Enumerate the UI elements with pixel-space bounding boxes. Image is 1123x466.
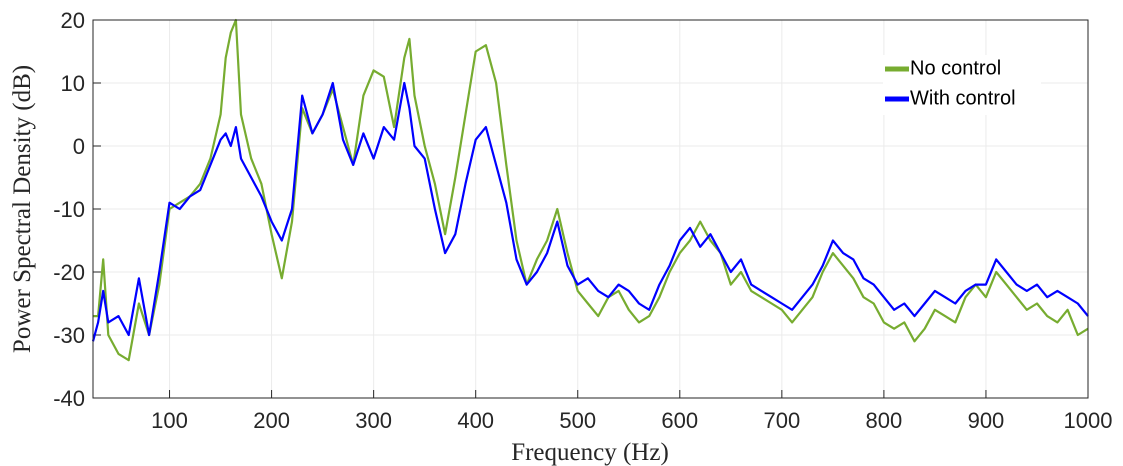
plot-frame: [92, 19, 1089, 399]
y-tick-label: -20: [53, 260, 85, 285]
x-tick-label: 200: [253, 408, 290, 433]
x-tick-label: 800: [866, 408, 903, 433]
x-tick-label: 500: [559, 408, 596, 433]
x-tick-label: 1000: [1064, 408, 1113, 433]
x-tick-label: 900: [968, 408, 1005, 433]
y-tick-label: -40: [53, 386, 85, 411]
x-axis-label: Frequency (Hz): [511, 439, 669, 466]
x-tick-label: 100: [151, 408, 188, 433]
x-tick-label: 400: [457, 408, 494, 433]
x-tick-label: 600: [661, 408, 698, 433]
x-tick-label: 300: [355, 408, 392, 433]
legend-label: No control: [910, 57, 1001, 79]
y-tick-label: 20: [61, 8, 85, 33]
x-tick-label: 700: [763, 408, 800, 433]
y-tick-label: 0: [73, 134, 85, 159]
legend-box: [883, 55, 1041, 115]
y-tick-label: -10: [53, 197, 85, 222]
y-tick-label: 10: [61, 71, 85, 96]
y-axis-label: Power Spectral Density (dB): [9, 65, 36, 353]
y-tick-label: -30: [53, 323, 85, 348]
line-series: [91, 81, 1089, 342]
legend-label: With control: [910, 87, 1016, 109]
